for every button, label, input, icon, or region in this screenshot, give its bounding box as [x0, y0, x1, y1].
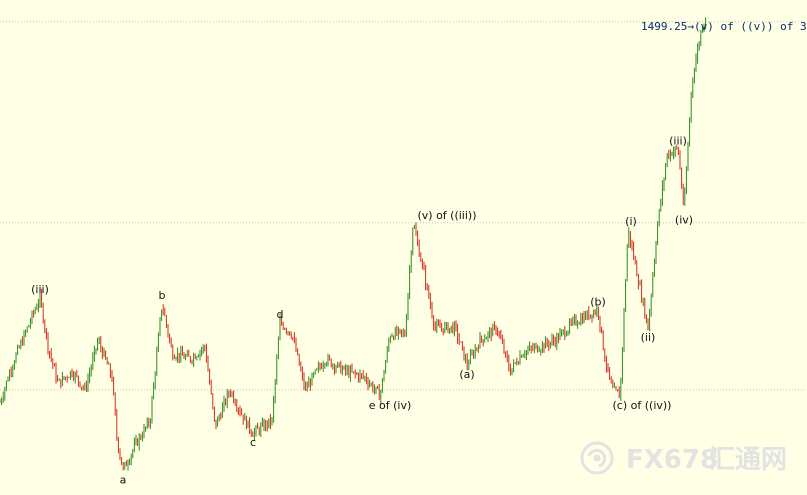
- wave-label: (a): [459, 368, 474, 381]
- wave-label: d: [277, 308, 284, 321]
- fx678-watermark: FX678 汇通网: [580, 441, 787, 475]
- wave-labels: (iii) a b c d e of (iv) (v) of ((iii)) (a) (b) (c…: [31, 135, 693, 487]
- wave-label: (i): [625, 215, 637, 228]
- price-label-suffix: →(v) of ((v)) of 3: [687, 20, 806, 33]
- fx678-logo-icon: [580, 441, 614, 475]
- watermark-brand: FX678: [626, 445, 718, 475]
- wave-label: (ii): [641, 331, 656, 344]
- wave-label: b: [159, 289, 166, 302]
- wave-label: a: [120, 473, 127, 486]
- horizontal-levels: [0, 21, 807, 391]
- candlestick-series: [0, 17, 707, 471]
- price-label: 1499.25→(v) of ((v)) of 3: [641, 20, 807, 33]
- wave-label: (iii): [31, 283, 49, 296]
- wave-label: (iv): [675, 213, 693, 226]
- wave-label: (v) of ((iii)): [417, 209, 476, 222]
- watermark-chinese: 汇通网: [709, 445, 787, 475]
- wave-label: c: [250, 436, 256, 449]
- wave-label: (b): [590, 295, 606, 308]
- price-label-value: 1499.25: [641, 20, 687, 33]
- wave-label: (iii): [669, 135, 687, 148]
- wave-label: (c) of ((iv)): [613, 399, 672, 412]
- wave-label: e of (iv): [369, 399, 412, 412]
